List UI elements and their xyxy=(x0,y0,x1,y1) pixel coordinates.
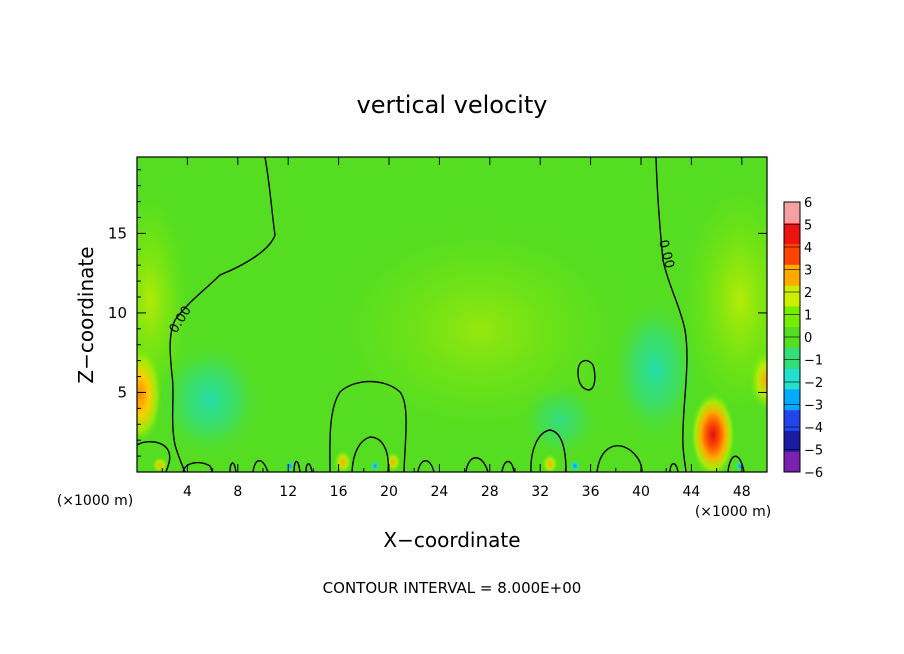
contour-label: 0.00 xyxy=(655,238,677,270)
colorbar-swatch xyxy=(784,409,800,431)
colorbar-label: 3 xyxy=(804,264,812,279)
y-tick-label: 10 xyxy=(108,304,127,322)
colorbar-swatch xyxy=(784,451,800,473)
x-tick-label: 48 xyxy=(733,484,751,500)
contour-line xyxy=(655,157,688,472)
x-tick-label: 16 xyxy=(330,484,348,500)
y-tick-label: 15 xyxy=(108,224,127,242)
contour-line xyxy=(465,457,489,472)
colorbar-swatch xyxy=(784,430,800,452)
x-unit-left: (×1000 m) xyxy=(57,493,133,509)
colorbar-swatch xyxy=(784,368,800,390)
plot-area: 0.00 0.00 xyxy=(137,157,767,472)
colorbar-label: 4 xyxy=(804,241,812,256)
colorbar-swatch xyxy=(784,264,800,286)
x-tick-label: 32 xyxy=(531,484,549,500)
contour-line xyxy=(305,463,313,472)
contour-line xyxy=(501,460,515,472)
mild-updraft-region xyxy=(680,180,767,420)
contour-line xyxy=(669,463,679,472)
updraft-region-right-edge xyxy=(750,350,767,410)
x-tick-label: 44 xyxy=(682,484,700,500)
colorbar-label: 5 xyxy=(804,219,812,234)
contour-line xyxy=(727,455,745,472)
colorbar-swatch xyxy=(784,285,800,307)
x-unit-right: (×1000 m) xyxy=(695,504,771,520)
x-tick-label: 4 xyxy=(183,484,192,500)
colorbar-label: 0 xyxy=(804,331,812,346)
colorbar-swatch xyxy=(784,202,800,224)
x-tick-label: 8 xyxy=(233,484,242,500)
colorbar-label: −6 xyxy=(804,466,823,481)
colorbar-swatch xyxy=(784,222,800,245)
y-axis: 5 10 15 xyxy=(108,169,767,457)
contour-line xyxy=(577,359,596,391)
contour-line xyxy=(169,157,276,472)
plot-frame xyxy=(136,156,768,473)
zero-contour-lines xyxy=(137,157,745,472)
colorbar-label: 2 xyxy=(804,286,812,301)
downdraft-region-left xyxy=(155,340,265,460)
contour-line xyxy=(417,460,435,472)
y-axis-label: Z−coordinate xyxy=(74,246,98,383)
contour-line xyxy=(351,436,389,472)
contour-line xyxy=(329,380,407,472)
x-axis-label: X−coordinate xyxy=(383,528,520,552)
x-tick-label: 20 xyxy=(380,484,398,500)
downdraft-region-center xyxy=(520,380,600,460)
contour-line xyxy=(252,460,269,472)
contour-line xyxy=(530,429,567,472)
colorbar-label: −4 xyxy=(804,421,823,436)
colorbar-label: −2 xyxy=(804,376,823,391)
contour-line xyxy=(137,441,171,472)
x-axis: 4 8 12 16 20 24 28 32 36 40 44 48 xyxy=(161,157,751,500)
colorbar-label: −1 xyxy=(804,354,823,369)
x-tick-label: 36 xyxy=(582,484,600,500)
x-tick-label: 40 xyxy=(632,484,650,500)
colorbar-swatch xyxy=(784,347,800,369)
x-tick-label: 12 xyxy=(279,484,297,500)
colorbar-label: 6 xyxy=(804,196,812,211)
chart-title: vertical velocity xyxy=(357,91,548,119)
colorbar-swatch xyxy=(784,305,800,328)
contour-line xyxy=(229,462,237,472)
colorbar: −6 −5 −4 −3 −2 −1 0 1 2 3 4 5 6 xyxy=(783,196,823,481)
colorbar-label: −3 xyxy=(804,399,823,414)
colorbar-swatch xyxy=(784,243,800,265)
colorbar-label: −5 xyxy=(804,444,823,459)
updraft-core-left xyxy=(137,347,162,443)
downdraft-region-right xyxy=(610,295,700,445)
y-tick-label: 5 xyxy=(117,383,127,401)
contour-line xyxy=(293,460,301,472)
updraft-core-right xyxy=(691,393,735,472)
contour-interval-note: CONTOUR INTERVAL = 8.000E+00 xyxy=(323,579,582,597)
x-tick-label: 24 xyxy=(430,484,448,500)
x-tick-label: 28 xyxy=(481,484,499,500)
colorbar-swatch xyxy=(784,388,800,411)
colorbar-label: 1 xyxy=(804,309,812,324)
